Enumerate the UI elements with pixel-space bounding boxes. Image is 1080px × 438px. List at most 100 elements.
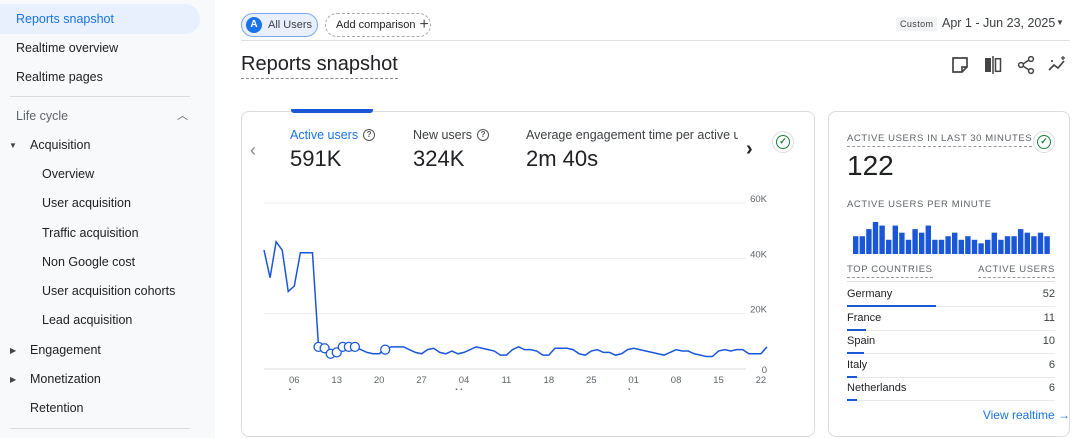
active-users-header: ACTIVE USERS [978,264,1055,278]
next-metrics-arrow-icon[interactable]: › [746,138,753,160]
sidebar-item-acquisition[interactable]: Acquisition [30,138,91,152]
sidebar-item-monetization[interactable]: Monetization [30,372,101,386]
arrow-right-icon: → [1058,408,1070,422]
realtime-active-users-value: 122 [847,150,894,181]
view-realtime-link[interactable]: View realtime → [983,408,1070,422]
per-minute-bar[interactable] [919,232,925,254]
per-minute-bar[interactable] [952,232,958,254]
per-minute-bar[interactable] [912,229,918,254]
x-tick-label: 25 [586,375,597,386]
x-tick-label: 01 [628,375,639,386]
per-minute-label: ACTIVE USERS PER MINUTE [847,199,992,210]
anomaly-marker[interactable] [349,341,361,353]
dropdown-arrow-icon[interactable]: ▼ [1056,18,1064,27]
add-comparison-button[interactable]: Add comparison + [325,13,431,37]
sidebar-item-user-acquisition[interactable]: User acquisition [42,196,131,210]
per-minute-bar[interactable] [872,222,879,254]
metric-value: 324K [413,146,465,171]
help-icon[interactable]: ? [363,129,376,141]
per-minute-bar[interactable] [892,225,898,254]
metric-active-users[interactable]: Active users? 591K [290,128,376,172]
active-users-per-minute-bars [853,222,1050,254]
sidebar-item-engagement[interactable]: Engagement [30,343,101,357]
per-minute-bar[interactable] [879,225,885,254]
insights-icon[interactable] [1048,55,1068,75]
country-row[interactable]: Germany 52 [847,284,1055,307]
per-minute-bar[interactable] [1011,236,1017,254]
sidebar-item-reports-snapshot[interactable]: Reports snapshot [0,4,200,34]
per-minute-bar[interactable] [985,239,991,254]
per-minute-bar[interactable] [1037,232,1044,254]
divider [10,96,190,97]
per-minute-bar[interactable] [886,239,892,254]
per-minute-bar[interactable] [853,236,859,254]
date-range-picker[interactable]: Apr 1 - Jun 23, 2025 [942,16,1056,30]
metric-label: Active users [290,128,359,142]
sidebar-item-retention[interactable]: Retention [30,401,84,415]
sidebar-item-traffic-acquisition[interactable]: Traffic acquisition [42,226,139,240]
caret-right-icon: ▶ [10,375,17,384]
sidebar-item-overview[interactable]: Overview [42,167,95,181]
per-minute-bar[interactable] [1031,236,1037,254]
per-minute-bar[interactable] [859,236,865,254]
per-minute-bar[interactable] [998,239,1004,254]
data-quality-check-icon[interactable]: ✓ [1033,131,1055,153]
view-realtime-label: View realtime [982,408,1055,422]
per-minute-bar[interactable] [1018,229,1024,254]
note-icon[interactable] [950,55,970,75]
per-minute-bar[interactable] [905,239,912,254]
x-tick-month: Jun [626,387,641,390]
header-divider [241,40,1070,41]
segment-chip-all-users[interactable]: A All Users [241,13,318,37]
active-users-line-chart: 0 20K 40K 60K 06Apr 13 20 27 04May 11 18 25 01Jun 08 1… [263,194,768,390]
per-minute-bar[interactable] [938,239,945,254]
x-tick-label: 13 [331,375,342,386]
metric-new-users[interactable]: New users? 324K [413,128,490,172]
section-life-cycle[interactable]: Life cycle ︿ [0,101,200,131]
sidebar-item-realtime-overview[interactable]: Realtime overview [16,41,119,55]
country-name: Germany [847,288,893,300]
per-minute-bar[interactable] [965,236,971,254]
data-quality-check-icon[interactable]: ✓ [772,131,794,153]
country-value: 11 [1043,311,1055,324]
compare-columns-icon[interactable] [983,55,1003,75]
caret-down-icon: ▼ [9,141,17,150]
metric-avg-engagement-time[interactable]: Average engagement time per active us 2m … [526,128,738,172]
anomaly-marker[interactable] [380,344,391,355]
share-icon[interactable] [1016,55,1036,75]
country-row[interactable]: Netherlands 6 [847,378,1055,401]
country-row[interactable]: Spain 10 [847,331,1055,354]
per-minute-bar[interactable] [1024,232,1030,254]
per-minute-bar[interactable] [958,239,964,254]
country-share-bar [847,399,858,401]
page-title: Reports snapshot [241,53,398,79]
per-minute-bar[interactable] [1004,236,1011,254]
selected-metric-indicator [291,109,373,113]
sidebar-item-user-acquisition-cohorts[interactable]: User acquisition cohorts [42,284,176,298]
x-tick-label: 22 [756,375,767,386]
per-minute-bar[interactable] [991,232,997,254]
country-name: Spain [847,335,876,347]
sidebar-item-lead-acquisition[interactable]: Lead acquisition [42,313,133,327]
x-tick-label: 18 [544,375,555,386]
top-countries-header: TOP COUNTRIES [847,264,933,278]
country-share-bar [847,352,865,354]
realtime-card [828,111,1070,437]
per-minute-bar[interactable] [978,243,984,254]
divider [10,428,190,429]
help-icon[interactable]: ? [477,129,490,141]
per-minute-bar[interactable] [925,225,931,254]
sidebar-item-realtime-pages[interactable]: Realtime pages [16,70,103,84]
prev-metrics-arrow-icon[interactable]: ‹ [250,140,256,160]
sidebar-item-non-google-cost[interactable]: Non Google cost [42,255,136,269]
date-chip-custom: Custom [896,17,938,31]
per-minute-bar[interactable] [899,232,905,254]
country-row[interactable]: France 11 [847,308,1055,331]
x-tick-label: 08 [671,375,682,386]
per-minute-bar[interactable] [971,239,978,254]
per-minute-bar[interactable] [945,236,951,254]
per-minute-bar[interactable] [932,239,938,254]
country-row[interactable]: Italy 6 [847,355,1055,378]
per-minute-bar[interactable] [1044,236,1050,254]
per-minute-bar[interactable] [866,229,872,254]
